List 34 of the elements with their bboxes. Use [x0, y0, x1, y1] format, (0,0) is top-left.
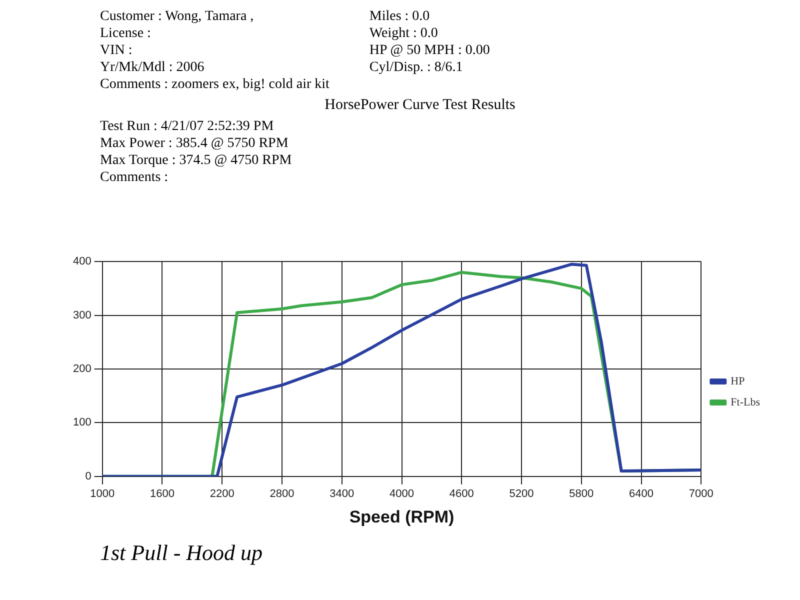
x-tick-label: 1000: [90, 488, 115, 500]
text: License :: [100, 25, 152, 42]
text: Customer : Wong, Tamara ,: [100, 8, 255, 25]
chart-title: HorsePower Curve Test Results: [324, 97, 516, 114]
x-axis-title: Speed (RPM): [349, 507, 454, 526]
text: Weight : 0.0: [369, 25, 439, 42]
x-tick-label: 7000: [688, 488, 714, 500]
text: 1st Pull - Hood up: [100, 540, 263, 566]
text: Max Torque : 374.5 @ 4750 RPM: [100, 152, 293, 169]
text: Comments : zoomers ex, big! cold air kit: [100, 76, 330, 93]
text: Test Run : 4/21/07 2:52:39 PM: [100, 118, 275, 135]
text: VIN :: [100, 42, 134, 59]
text: Comments :: [100, 169, 170, 186]
x-tick-label: 4000: [390, 488, 414, 500]
y-tick-label: 0: [85, 470, 92, 482]
text: Max Power : 385.4 @ 5750 RPM: [100, 135, 290, 152]
x-tick-label: 2200: [210, 488, 234, 500]
legend-label: Ft-Lbs: [730, 396, 760, 408]
x-tick-label: 5200: [509, 488, 534, 500]
y-tick-label: 100: [72, 416, 92, 429]
text: HP @ 50 MPH : 0.00: [369, 42, 490, 59]
legend-label: HP: [730, 375, 745, 388]
y-tick-label: 300: [72, 309, 92, 322]
x-tick-label: 2800: [270, 488, 294, 500]
x-tick-label: 4600: [449, 488, 474, 500]
text: Miles : 0.0: [369, 8, 431, 25]
text: Yr/Mk/Mdl : 2006: [100, 59, 206, 76]
text: Cyl/Disp. : 8/6.1: [369, 59, 464, 76]
x-tick-label: 5800: [569, 488, 594, 500]
x-tick-label: 6400: [629, 488, 654, 500]
y-tick-label: 200: [72, 363, 92, 376]
x-tick-label: 1600: [150, 488, 174, 500]
y-tick-label: 400: [72, 256, 92, 268]
x-tick-label: 3400: [330, 488, 354, 500]
